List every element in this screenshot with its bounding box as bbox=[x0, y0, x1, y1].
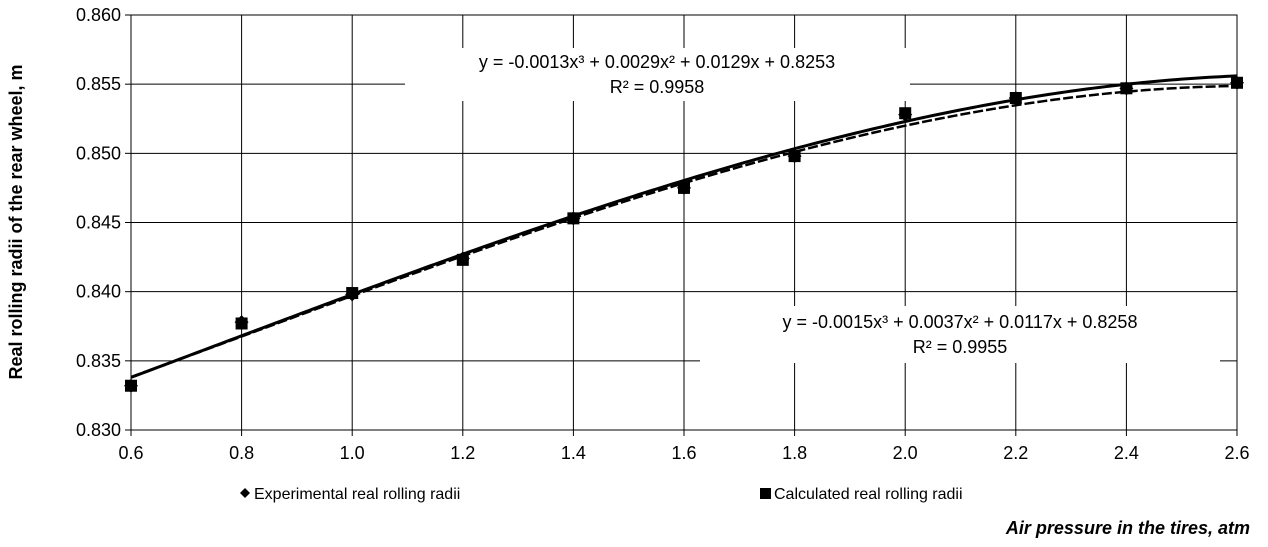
trendline-r2-1: R² = 0.9958 bbox=[610, 77, 705, 97]
data-markers bbox=[124, 75, 1244, 393]
x-tick-label: 2.6 bbox=[1224, 443, 1249, 463]
calculated-point bbox=[1009, 92, 1022, 104]
calculated-point bbox=[456, 253, 469, 266]
x-tick-label: 1.8 bbox=[782, 443, 807, 463]
trendline-equation-1: y = -0.0013x³ + 0.0029x² + 0.0129x + 0.8… bbox=[479, 52, 835, 72]
calculated-point bbox=[899, 107, 912, 120]
y-tick-label: 0.835 bbox=[76, 351, 121, 371]
y-axis-label: Real rolling radii of the rear wheel, m bbox=[6, 64, 26, 379]
y-tick-label: 0.830 bbox=[76, 420, 121, 440]
x-tick-label: 1.4 bbox=[561, 443, 586, 463]
legend: Experimental real rolling radii Calculat… bbox=[240, 486, 963, 503]
calculated-point bbox=[235, 317, 248, 330]
y-tick-label: 0.855 bbox=[76, 74, 121, 94]
x-tick-label: 2.4 bbox=[1114, 443, 1139, 463]
y-axis-ticks: 0.830 0.835 0.840 0.845 0.850 0.855 0.860 bbox=[76, 5, 131, 440]
trendline-equation-box-1: y = -0.0013x³ + 0.0029x² + 0.0129x + 0.8… bbox=[405, 48, 910, 101]
x-tick-label: 2.0 bbox=[893, 443, 918, 463]
x-axis-label: Air pressure in the tires, atm bbox=[1005, 518, 1250, 538]
x-tick-label: 1.2 bbox=[450, 443, 475, 463]
x-tick-label: 1.6 bbox=[671, 443, 696, 463]
calculated-point bbox=[788, 150, 801, 163]
legend-label-calculated: Calculated real rolling radii bbox=[774, 486, 963, 503]
calculated-point bbox=[125, 379, 137, 392]
legend-label-experimental: Experimental real rolling radii bbox=[254, 486, 460, 503]
legend-marker-diamond bbox=[240, 488, 250, 498]
calculated-point bbox=[567, 212, 580, 225]
calculated-point bbox=[346, 287, 359, 300]
y-tick-label: 0.860 bbox=[76, 5, 121, 25]
trendline-equation-2: y = -0.0015x³ + 0.0037x² + 0.0117x + 0.8… bbox=[783, 312, 1138, 332]
trendline-equation-box-2: y = -0.0015x³ + 0.0037x² + 0.0117x + 0.8… bbox=[700, 306, 1220, 363]
x-tick-label: 2.2 bbox=[1003, 443, 1028, 463]
calculated-point bbox=[1231, 76, 1243, 89]
x-tick-label: 1.0 bbox=[340, 443, 365, 463]
y-tick-label: 0.850 bbox=[76, 143, 121, 163]
calculated-point bbox=[1120, 82, 1133, 95]
x-tick-label: 0.8 bbox=[229, 443, 254, 463]
trendline-r2-2: R² = 0.9955 bbox=[913, 337, 1008, 357]
x-axis-ticks: 0.6 0.8 1.0 1.2 1.4 1.6 1.8 2.0 2.2 2.4 2.6 bbox=[118, 430, 1250, 463]
x-tick-label: 0.6 bbox=[118, 443, 143, 463]
calculated-point bbox=[678, 181, 690, 194]
legend-marker-square bbox=[760, 488, 771, 499]
y-tick-label: 0.845 bbox=[76, 213, 121, 233]
y-tick-label: 0.840 bbox=[76, 282, 121, 302]
